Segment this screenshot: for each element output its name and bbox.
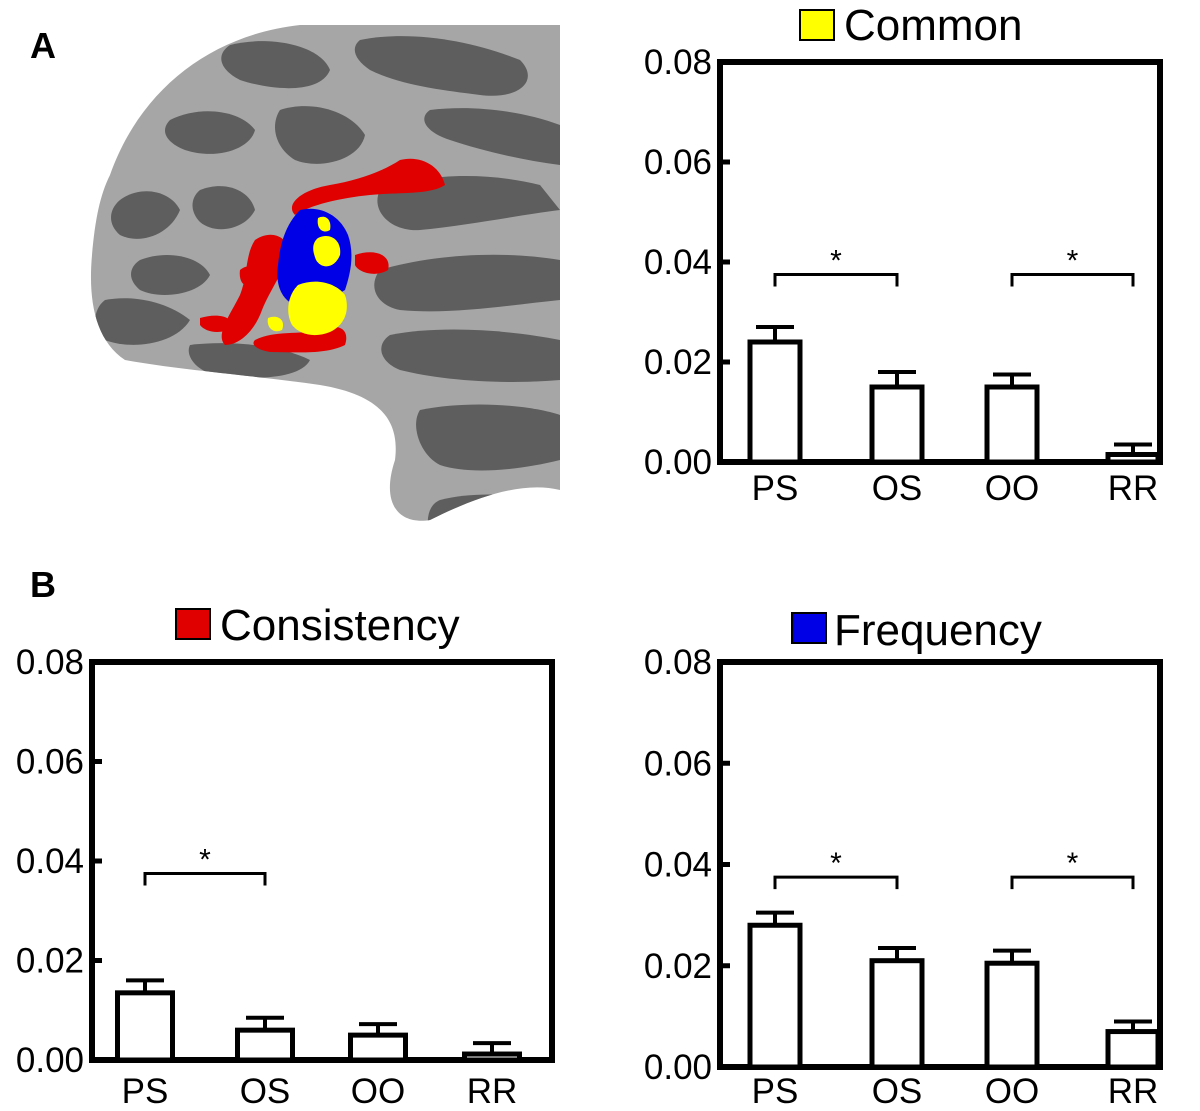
chart-consistency: Consistency 0.00 0.02 0.04 0.06 0.08 PS OS OO R… [16, 601, 555, 1111]
bar-rr [1105, 1029, 1161, 1070]
bar-os [235, 1027, 295, 1063]
bar-rr [1105, 452, 1161, 465]
y-tick-label: 0.04 [16, 842, 84, 881]
chart-title-frequency: Frequency [834, 606, 1042, 655]
y-tick-label: 0.02 [644, 343, 712, 382]
legend-swatch-frequency [791, 612, 827, 644]
significance-star: * [1067, 245, 1079, 278]
x-category-label: OO [985, 469, 1039, 508]
bar-ps [747, 339, 803, 465]
y-tick-label: 0.04 [644, 243, 712, 282]
significance-star: * [199, 843, 211, 876]
panel-label-b: B [30, 564, 56, 605]
significance-bracket [1010, 273, 1135, 287]
y-tick-label: 0.06 [16, 743, 84, 782]
bar-ps [115, 990, 175, 1063]
legend-swatch-consistency [175, 608, 211, 640]
x-category-label: OO [985, 1072, 1039, 1111]
x-category-label: RR [1108, 469, 1159, 508]
y-tick-label: 0.08 [16, 643, 84, 682]
bar-oo [984, 960, 1040, 1070]
x-category-label: PS [122, 1072, 169, 1111]
x-category-label: RR [1108, 1072, 1159, 1111]
y-tick-label: 0.06 [644, 143, 712, 182]
bar-oo [984, 384, 1040, 465]
bar-os [869, 958, 925, 1070]
y-tick-label: 0.08 [644, 43, 712, 82]
y-tick-label: 0.00 [16, 1041, 84, 1080]
chart-title-consistency: Consistency [220, 601, 460, 650]
y-tick-label: 0.02 [644, 947, 712, 986]
chart-frequency: Frequency 0.000.020.040.060.08 PS OS OO RR … [644, 606, 1163, 1111]
significance-bracket [143, 871, 267, 886]
significance-star: * [830, 245, 842, 278]
y-tick-label: 0.06 [644, 744, 712, 783]
significance-star: * [830, 847, 842, 880]
x-category-label: RR [467, 1072, 518, 1111]
significance-bracket [773, 875, 899, 890]
x-category-label: OS [240, 1072, 291, 1111]
x-category-label: PS [752, 469, 799, 508]
significance-bracket [773, 273, 899, 287]
x-category-label: PS [752, 1072, 799, 1111]
bar-ps [747, 922, 803, 1070]
x-category-label: OS [872, 1072, 923, 1111]
x-category-label: OS [872, 469, 923, 508]
chart-title-common: Common [844, 1, 1023, 50]
brain-surface-image [90, 25, 560, 521]
legend-swatch-common [799, 9, 835, 41]
significance-star: * [1067, 847, 1079, 880]
x-category-label: OO [351, 1072, 405, 1111]
significance-bracket [1010, 875, 1135, 890]
y-tick-label: 0.00 [644, 443, 712, 482]
common-region [267, 216, 347, 336]
bar-os [869, 384, 925, 465]
panel-label-a: A [30, 25, 56, 66]
y-tick-label: 0.00 [644, 1048, 712, 1087]
bar-oo [348, 1032, 408, 1063]
y-tick-label: 0.08 [644, 643, 712, 682]
frequency-region [277, 208, 352, 305]
chart-common: Common 0.00 0.02 0.04 0.06 0.08 PS OS OO RR * * [644, 1, 1163, 508]
y-tick-label: 0.02 [16, 942, 84, 981]
y-tick-label: 0.04 [644, 846, 712, 885]
bar-rr [462, 1051, 522, 1063]
